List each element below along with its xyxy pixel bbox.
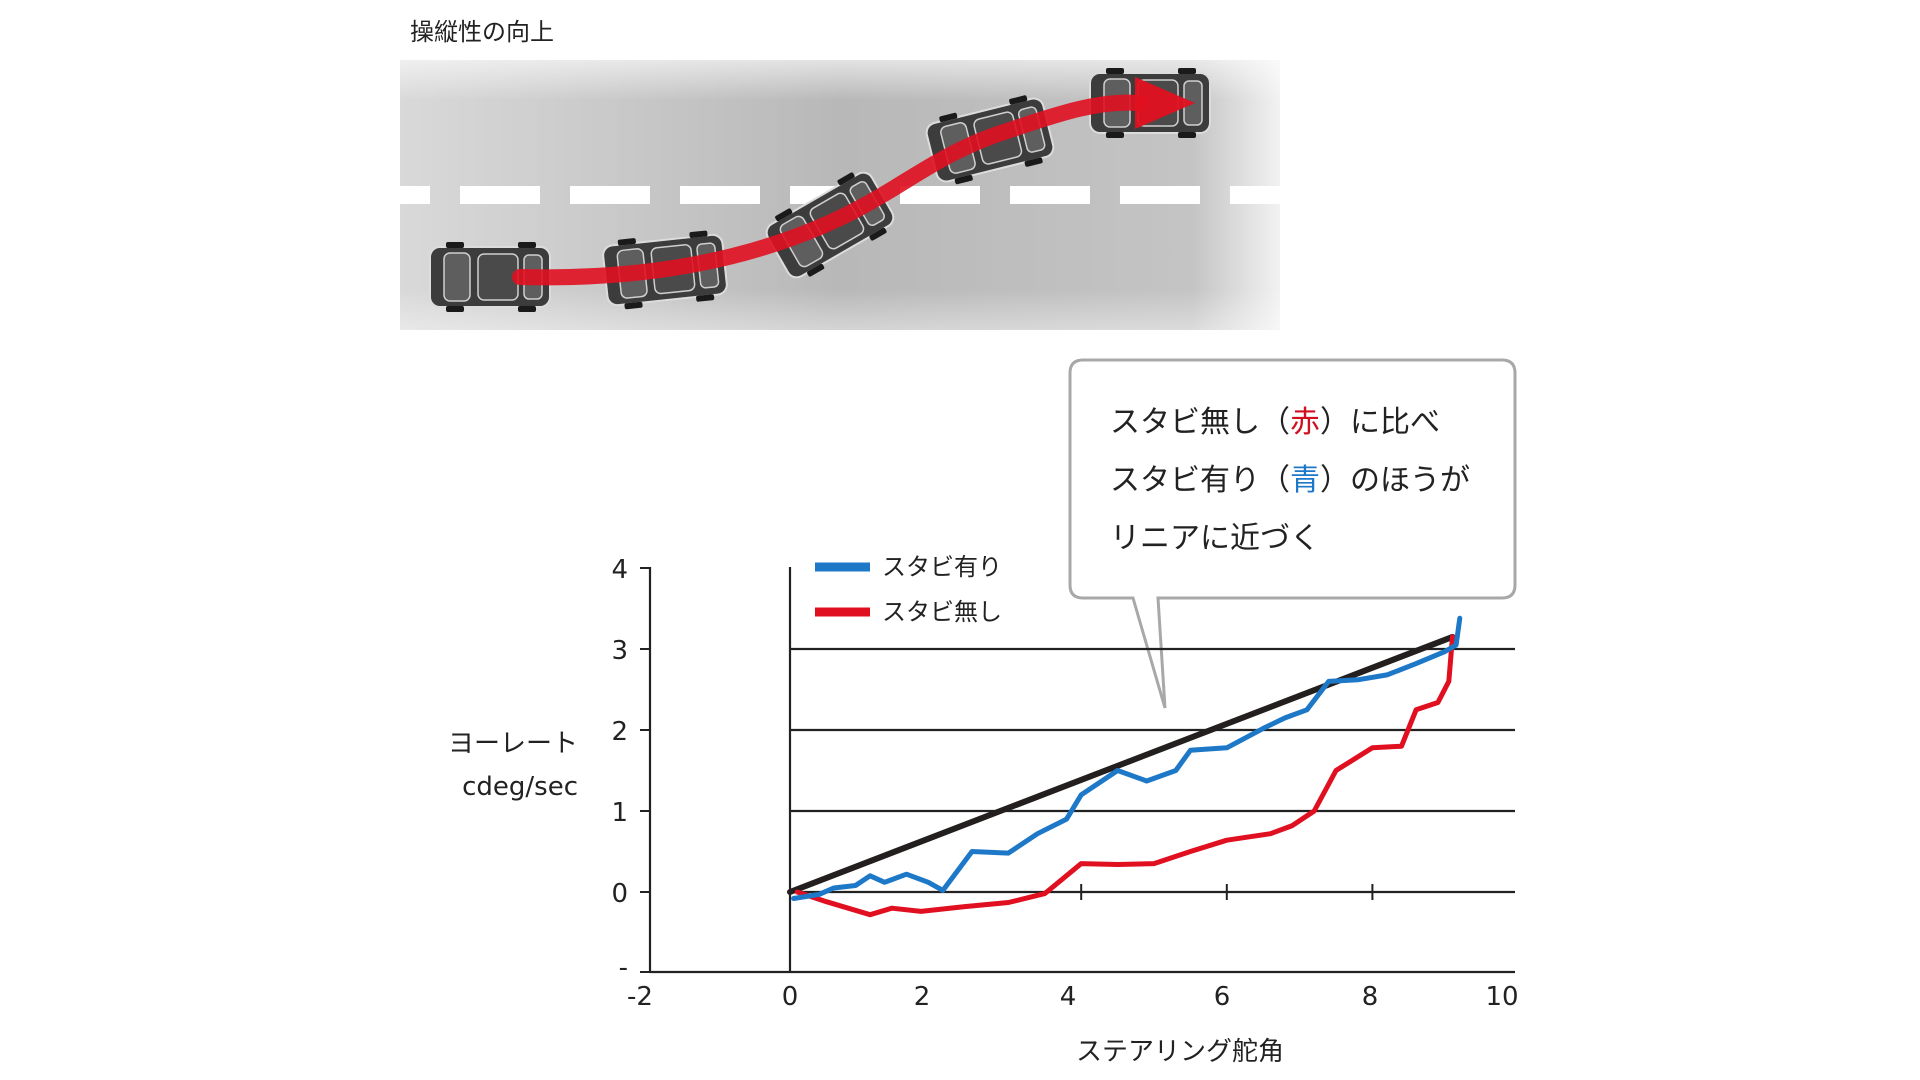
callout-line-3: リニアに近づく	[1110, 521, 1320, 556]
series-linear-reference	[787, 633, 1456, 895]
callout-line-2: スタビ有り（青）のほうが	[1110, 463, 1470, 498]
gridlines	[790, 647, 1515, 894]
series-with-stabi	[791, 615, 1463, 901]
legend-label-without-stabi: スタビ無し	[882, 598, 1002, 626]
arrow-head	[1135, 77, 1195, 129]
y-tick-label-3: 3	[611, 636, 628, 666]
callout-line-1: スタビ無し（赤）に比べ	[1110, 405, 1440, 440]
page-title: 操縦性の向上	[410, 18, 554, 46]
series-lines	[787, 615, 1463, 918]
legend: スタビ有り スタビ無し	[815, 553, 1002, 626]
x-tick-label-8: 8	[1362, 982, 1379, 1012]
y-axis-title: ヨーレート	[448, 729, 578, 759]
x-tick-label-2: 2	[914, 982, 931, 1012]
x-tick-label--2: -2	[627, 982, 653, 1012]
x-tick-label-10: 10	[1485, 982, 1518, 1012]
legend-label-with-stabi: スタビ有り	[882, 553, 1002, 581]
lane-change-illustration	[400, 60, 1280, 330]
y-tick-label-bottom: -	[619, 953, 628, 983]
y-tick-label-4: 4	[611, 555, 628, 585]
x-tick-label-6: 6	[1214, 982, 1231, 1012]
axes	[640, 567, 1515, 974]
y-axis-unit: cdeg/sec	[462, 772, 578, 802]
y-tick-label-1: 1	[611, 798, 628, 828]
series-without-stabi	[794, 634, 1455, 918]
tick-labels: 0 1 2 3 4 --2 0 2 4 6 8 10	[611, 555, 1518, 1012]
trajectory-arrow	[512, 94, 1148, 286]
x-tick-label-0: 0	[782, 982, 799, 1012]
callout-bubble: スタビ無し（赤）に比べ スタビ有り（青）のほうが リニアに近づく	[1068, 358, 1517, 709]
x-axis-title: ステアリング舵角	[1076, 1037, 1284, 1067]
y-tick-label-2: 2	[611, 717, 628, 747]
x-tick-label-4: 4	[1060, 982, 1077, 1012]
y-tick-label-0: 0	[611, 879, 628, 909]
